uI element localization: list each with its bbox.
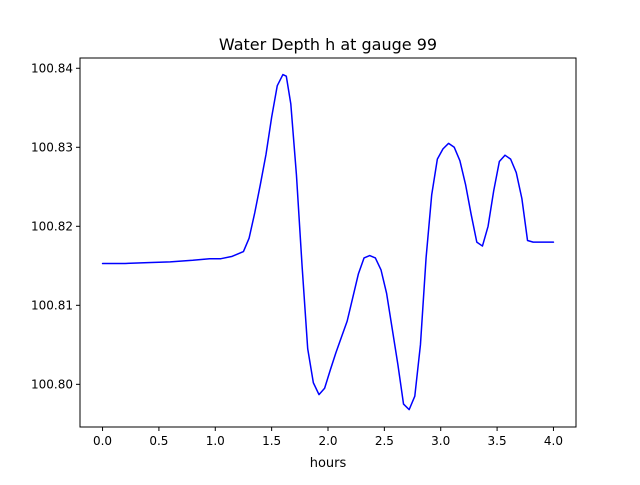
- x-tick-label: 0.0: [93, 434, 112, 448]
- y-tick-label: 100.81: [31, 298, 73, 312]
- x-tick-label: 3.5: [488, 434, 507, 448]
- x-tick-label: 4.0: [544, 434, 563, 448]
- x-tick-label: 3.0: [431, 434, 450, 448]
- y-tick-label: 100.83: [31, 140, 73, 154]
- y-tick-label: 100.82: [31, 219, 73, 233]
- y-tick-label: 100.84: [31, 61, 73, 75]
- x-tick-label: 0.5: [149, 434, 168, 448]
- plot-area: 0.0 0.5 1.0 1.5 2.0 2.5 3.0 3.5 4.0 100.80 100.81 1…: [31, 57, 577, 448]
- x-axis-label: hours: [310, 456, 347, 471]
- x-tick-label: 1.5: [262, 434, 281, 448]
- x-tick-label: 1.0: [206, 434, 225, 448]
- chart-title: Water Depth h at gauge 99: [219, 35, 437, 54]
- y-tick-label: 100.80: [31, 377, 73, 391]
- x-tick-label: 2.5: [375, 434, 394, 448]
- x-tick-label: 2.0: [318, 434, 337, 448]
- series-line-0: [101, 73, 555, 411]
